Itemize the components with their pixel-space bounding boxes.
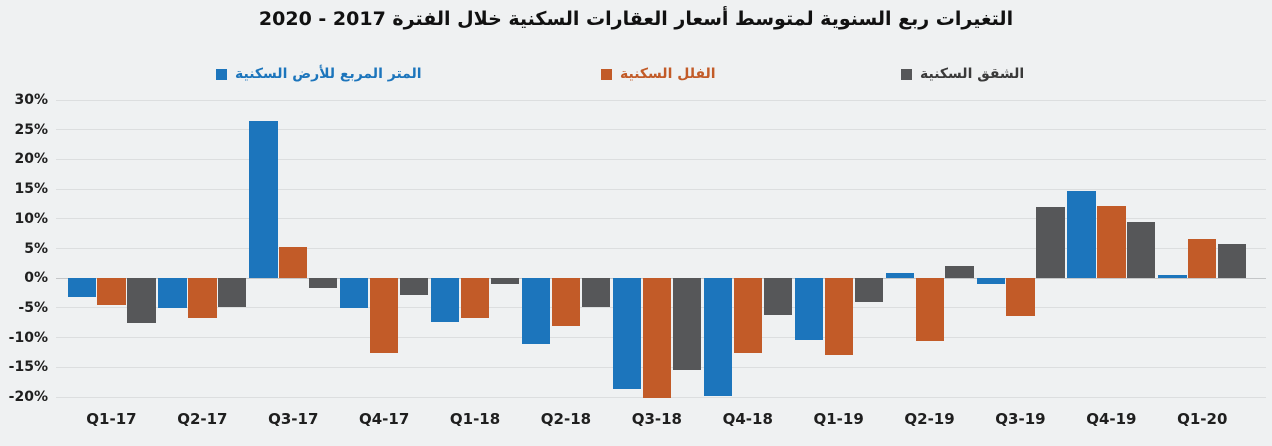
y-tick-label--15: -15% (8, 359, 48, 376)
bar-land-sqm-Q3-19 (976, 278, 1005, 284)
bar-villas-Q3-19 (1006, 278, 1035, 317)
bar-apartments-Q3-18 (672, 278, 701, 371)
y-tick-label-20: 20% (14, 151, 48, 168)
gridline-30 (56, 99, 1266, 101)
bar-apartments-Q1-17 (127, 278, 156, 324)
legend-swatch-villas (601, 68, 612, 80)
chart-legend: المتر المربع للأرض السكنية الفلل السكنية… (0, 66, 1272, 92)
bar-villas-Q4-18 (733, 278, 762, 354)
gridline-20 (56, 158, 1266, 160)
gridline-10 (56, 218, 1266, 220)
bar-apartments-Q2-17 (218, 278, 247, 307)
bar-apartments-Q4-18 (763, 278, 792, 315)
bar-villas-Q2-19 (915, 278, 944, 342)
x-axis-label-Q4-18: Q4-18 (722, 410, 773, 428)
x-axis-label-Q2-18: Q2-18 (540, 410, 592, 428)
legend-label-apartments: الشقق السكنية (920, 66, 1025, 82)
legend-item-villas: الفلل السكنية (601, 66, 716, 82)
bar-land-sqm-Q3-18 (612, 278, 642, 390)
y-tick-label--10: -10% (8, 329, 48, 346)
y-tick-label-10: 10% (14, 210, 48, 227)
legend-label-land-sqm: المتر المربع للأرض السكنية (235, 66, 422, 82)
y-tick-label-25: 25% (14, 121, 48, 138)
legend-label-villas: الفلل السكنية (620, 66, 716, 82)
bar-apartments-Q1-20 (1218, 243, 1247, 279)
legend-swatch-land-sqm (216, 68, 227, 80)
x-axis-label-Q3-17: Q3-17 (268, 410, 319, 428)
bar-land-sqm-Q2-17 (158, 278, 187, 309)
bar-villas-Q2-17 (188, 278, 217, 318)
y-tick-label-0: 0% (24, 270, 48, 287)
gridline-25 (56, 129, 1266, 131)
legend-item-apartments: الشقق السكنية (901, 66, 1024, 82)
legend-item-land-sqm: المتر المربع للأرض السكنية (216, 66, 422, 82)
bar-villas-Q4-17 (370, 278, 399, 354)
bar-land-sqm-Q4-19 (1067, 191, 1096, 279)
bar-land-sqm-Q4-17 (340, 278, 369, 308)
x-axis-label-Q2-19: Q2-19 (904, 410, 955, 428)
bar-villas-Q3-18 (642, 278, 672, 398)
x-axis-label-Q3-19: Q3-19 (995, 410, 1046, 428)
y-tick-label-30: 30% (14, 92, 48, 108)
x-axis-label-Q4-17: Q4-17 (358, 410, 410, 428)
y-tick-label--5: -5% (18, 299, 48, 316)
bar-land-sqm-Q3-17 (249, 120, 278, 279)
bar-apartments-Q2-19 (945, 266, 974, 279)
bar-apartments-Q3-17 (309, 278, 338, 288)
bar-apartments-Q1-19 (854, 278, 883, 302)
bar-apartments-Q4-19 (1127, 222, 1156, 279)
x-axis-label-Q2-17: Q2-17 (177, 410, 228, 428)
bar-villas-Q4-19 (1097, 206, 1126, 279)
bar-apartments-Q4-17 (400, 278, 429, 296)
y-tick-label-5: 5% (24, 240, 48, 257)
bar-apartments-Q2-18 (581, 278, 611, 307)
gridline-5 (56, 248, 1266, 249)
bar-villas-Q1-19 (824, 278, 853, 356)
x-axis-label-Q4-19: Q4-19 (1086, 410, 1137, 428)
bar-villas-Q3-17 (279, 246, 308, 279)
bar-land-sqm-Q2-18 (522, 278, 551, 345)
x-axis-label-Q1-18: Q1-18 (449, 410, 501, 428)
bar-villas-Q1-17 (97, 278, 126, 305)
y-tick-label--20: -20% (8, 389, 48, 405)
bar-villas-Q1-18 (461, 278, 490, 318)
bar-villas-Q1-20 (1188, 238, 1217, 279)
bar-land-sqm-Q4-18 (703, 278, 733, 396)
bar-land-sqm-Q1-20 (1158, 274, 1187, 279)
x-axis-label-Q1-20: Q1-20 (1177, 410, 1228, 428)
bar-land-sqm-Q1-18 (431, 278, 460, 323)
bar-apartments-Q3-19 (1036, 206, 1065, 279)
bar-villas-Q2-18 (551, 278, 581, 327)
bar-land-sqm-Q2-19 (885, 273, 914, 279)
chart-title: التغيرات ربع السنوية لمتوسط أسعار العقار… (258, 8, 1014, 30)
bar-land-sqm-Q1-17 (67, 278, 96, 297)
bar-apartments-Q1-18 (490, 278, 520, 285)
bar-land-sqm-Q1-19 (794, 278, 823, 340)
y-tick-label-15: 15% (14, 181, 48, 198)
x-axis-label-Q3-18: Q3-18 (631, 410, 682, 428)
gridline-15 (56, 188, 1266, 190)
x-axis-label-Q1-19: Q1-19 (813, 410, 864, 428)
legend-swatch-apartments (901, 68, 912, 80)
x-axis-label-Q1-17: Q1-17 (86, 410, 137, 428)
